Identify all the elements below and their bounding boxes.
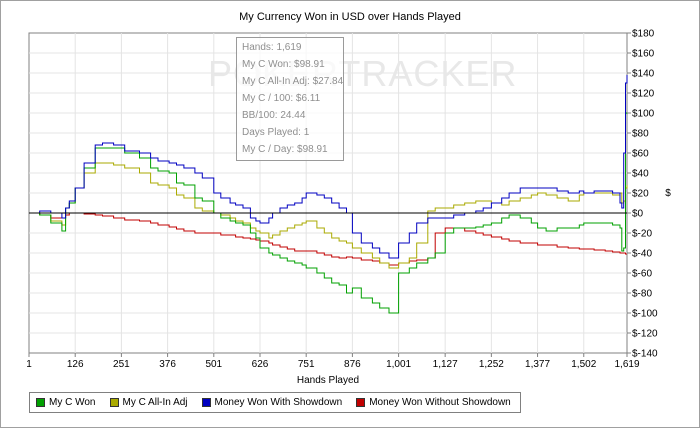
series-line-money-won-with-showdown <box>29 75 628 259</box>
x-tick-label: 751 <box>298 359 315 370</box>
y-axis-label: $ <box>665 188 671 199</box>
x-tick-label: 501 <box>205 359 222 370</box>
legend-label-all-in-adj: My C All-In Adj <box>122 397 188 408</box>
legend-item-all-in-adj[interactable]: My C All-In Adj <box>109 397 188 408</box>
x-ticks: 1 126 251 376 501 626 751 876 1,001 1,127 1,252 1,3… <box>26 353 640 370</box>
y-ticks: $-140 $-120 $-100 $-80 $-60 $-40 $-20 $0 $20 $40 $… <box>627 29 658 360</box>
y-tick-label: $120 <box>632 89 655 100</box>
y-tick-label: $160 <box>632 49 655 60</box>
tooltip-line-days: Days Played: 1 <box>242 127 310 138</box>
tooltip-line-perday: My C / Day: $98.91 <box>242 144 328 155</box>
legend-label-with-showdown: Money Won With Showdown <box>214 397 343 408</box>
legend-label-without-showdown: Money Won Without Showdown <box>369 397 511 408</box>
tooltip-line-allin: My C All-In Adj: $27.84 <box>242 76 344 87</box>
series-group <box>29 75 628 314</box>
x-tick-label: 1,377 <box>525 359 550 370</box>
x-tick-label: 876 <box>344 359 361 370</box>
x-tick-label: 1,127 <box>433 359 458 370</box>
y-tick-label: $0 <box>632 209 644 220</box>
chart-legend: My C Won My C All-In Adj Money Won With … <box>29 392 521 413</box>
x-tick-label: 126 <box>67 359 84 370</box>
y-tick-label: $-80 <box>632 289 652 300</box>
chart-title: My Currency Won in USD over Hands Played <box>239 11 461 23</box>
tooltip-line-bb100: BB/100: 24.44 <box>242 110 306 121</box>
y-tick-label: $140 <box>632 69 655 80</box>
legend-label-my-c-won: My C Won <box>49 397 96 408</box>
y-tick-label: $180 <box>632 29 655 40</box>
y-tick-label: $-120 <box>632 329 658 340</box>
hover-tooltip: Hands: 1,619 My C Won: $98.91 My C All-I… <box>236 37 344 161</box>
series-line-my-c-all-in-adj <box>29 162 628 269</box>
y-tick-label: $-100 <box>632 309 658 320</box>
y-tick-label: $-40 <box>632 249 652 260</box>
legend-swatch-without-showdown <box>356 398 366 407</box>
x-tick-label: 251 <box>113 359 130 370</box>
tooltip-line-per100: My C / 100: $6.11 <box>242 93 321 104</box>
x-axis-label: Hands Played <box>297 375 359 386</box>
tooltip-line-hands: Hands: 1,619 <box>242 42 302 53</box>
legend-item-without-showdown[interactable]: Money Won Without Showdown <box>356 397 511 408</box>
y-tick-label: $100 <box>632 109 655 120</box>
y-tick-label: $60 <box>632 149 649 160</box>
legend-swatch-with-showdown <box>201 398 211 407</box>
x-tick-label: 376 <box>159 359 176 370</box>
y-tick-label: $40 <box>632 169 649 180</box>
legend-swatch-my-c-won <box>36 398 45 407</box>
x-tick-label: 1,619 <box>614 359 639 370</box>
tooltip-line-won: My C Won: $98.91 <box>242 59 325 70</box>
y-tick-label: $-140 <box>632 349 658 360</box>
series-line-my-c-won <box>29 112 628 314</box>
legend-item-with-showdown[interactable]: Money Won With Showdown <box>201 397 343 408</box>
y-tick-label: $-60 <box>632 269 652 280</box>
series-line-money-won-without-showdown <box>29 212 627 266</box>
x-tick-label: 1,502 <box>571 359 596 370</box>
y-tick-label: $-20 <box>632 229 652 240</box>
legend-swatch-all-in-adj <box>109 398 119 407</box>
x-tick-label: 1 <box>26 359 32 370</box>
x-tick-label: 626 <box>252 359 269 370</box>
y-tick-label: $80 <box>632 129 649 140</box>
x-tick-label: 1,252 <box>479 359 504 370</box>
y-tick-label: $20 <box>632 189 649 200</box>
x-tick-label: 1,001 <box>386 359 411 370</box>
legend-item-my-c-won[interactable]: My C Won <box>36 397 96 408</box>
